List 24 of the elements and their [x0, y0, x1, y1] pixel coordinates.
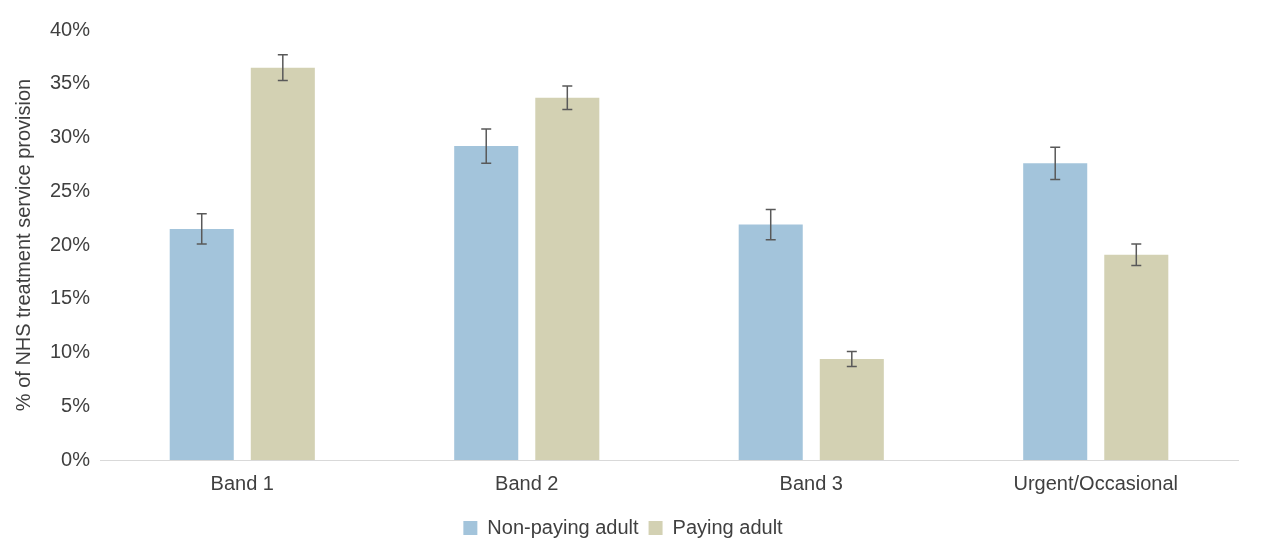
y-tick-label: 5% — [61, 393, 91, 416]
bar — [169, 228, 234, 460]
bar — [1023, 163, 1088, 460]
legend-label: Paying adult — [672, 515, 784, 538]
legend-label: Non-paying adult — [487, 515, 640, 538]
bar — [738, 224, 803, 460]
bar — [250, 67, 315, 460]
y-tick-label: 30% — [50, 125, 91, 148]
y-tick-label: 15% — [50, 286, 91, 309]
bar — [535, 97, 600, 460]
bar — [819, 358, 884, 460]
y-tick-label: 10% — [50, 340, 91, 363]
y-axis-title: % of NHS treatment service provision — [11, 78, 34, 412]
y-tick-label: 40% — [50, 17, 91, 40]
y-tick-label: 35% — [50, 71, 91, 94]
bar — [1104, 254, 1169, 460]
x-tick-label: Band 2 — [495, 471, 559, 494]
bar — [454, 146, 519, 460]
y-tick-label: 20% — [50, 232, 91, 255]
x-tick-label: Urgent/Occasional — [1013, 471, 1179, 494]
x-tick-label: Band 1 — [210, 471, 274, 494]
y-tick-label: 0% — [61, 447, 91, 470]
y-tick-label: 25% — [50, 178, 91, 201]
x-tick-label: Band 3 — [779, 471, 843, 494]
